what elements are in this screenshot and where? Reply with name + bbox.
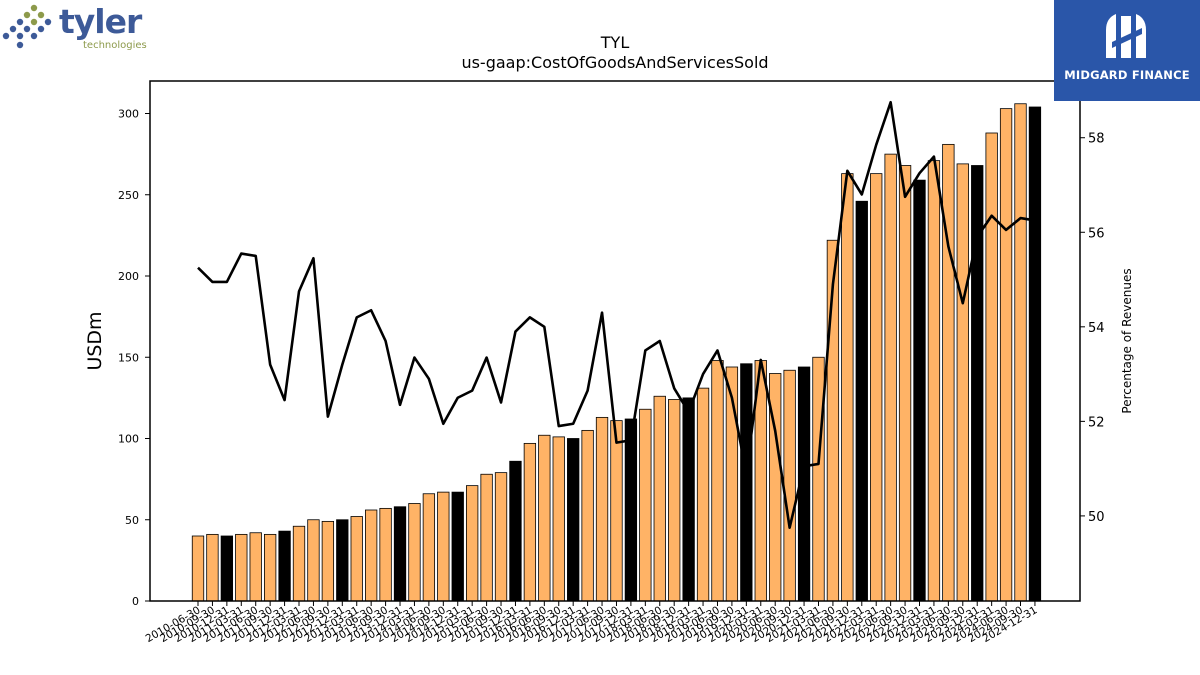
- bar: [624, 418, 638, 602]
- tyler-logo-sub: technologies: [83, 40, 147, 51]
- y-axis-label: USDm: [84, 311, 106, 370]
- line-series: [197, 100, 1036, 530]
- bar: [696, 387, 710, 602]
- y-tick-label: 50: [125, 514, 139, 527]
- tyler-logo-word: tyler: [59, 2, 142, 41]
- bar: [451, 491, 464, 602]
- bar: [1028, 106, 1042, 602]
- y-tick-label: 200: [118, 270, 139, 283]
- y2-axis-label: Percentage of Revenues: [1120, 268, 1134, 413]
- bar: [913, 179, 926, 602]
- y-tick-label: 150: [118, 351, 139, 364]
- bar: [552, 436, 565, 602]
- bar: [263, 533, 277, 602]
- right-axis: 50 52 54 56 58: [1080, 132, 1105, 525]
- bar: [870, 173, 883, 602]
- midgard-finance-logo: MIDGARD FINANCE: [1054, 0, 1200, 101]
- bar: [1014, 103, 1027, 602]
- y2-tick-label: 54: [1088, 321, 1105, 336]
- bar: [350, 516, 363, 602]
- bar: [191, 535, 205, 602]
- bar: [639, 408, 652, 602]
- bar: [740, 363, 753, 602]
- bar: [365, 509, 378, 602]
- bar: [235, 533, 248, 602]
- bar: [595, 416, 609, 602]
- bar: [884, 153, 897, 602]
- bar: [783, 369, 796, 602]
- bar: [480, 473, 493, 602]
- bar: [898, 165, 912, 602]
- bar: [206, 533, 219, 602]
- y-tick-label: 0: [132, 595, 139, 608]
- bar: [220, 535, 234, 602]
- bar: [653, 395, 666, 602]
- bar: [393, 506, 407, 602]
- bar: [422, 493, 436, 602]
- left-axis: 0 50 100 150 200 250 300: [118, 108, 150, 608]
- bar: [855, 200, 868, 602]
- y2-tick-label: 56: [1088, 226, 1105, 241]
- bar: [509, 460, 522, 602]
- bar: [408, 503, 421, 602]
- bar: [307, 519, 320, 602]
- bar: [379, 507, 392, 602]
- bar: [610, 420, 623, 602]
- chart-subtitle: us-gaap:CostOfGoodsAndServicesSold: [461, 53, 768, 72]
- y-tick-label: 300: [118, 108, 139, 121]
- bar: [466, 485, 479, 602]
- x-axis: 2010-06-302010-09-302010-12-312011-03-31…: [144, 601, 1039, 645]
- bar: [956, 163, 969, 602]
- bar: [437, 491, 450, 602]
- y-tick-label: 250: [118, 189, 139, 202]
- bar: [668, 399, 681, 602]
- bar: [682, 397, 695, 602]
- midgard-logo-text: MIDGARD FINANCE: [1064, 68, 1190, 82]
- bar: [292, 525, 306, 602]
- bar: [927, 160, 941, 602]
- bar: [523, 442, 537, 602]
- bar: [538, 434, 551, 602]
- bar: [812, 356, 825, 602]
- bar: [581, 429, 594, 602]
- tyler-logo: tyler technologies: [0, 0, 150, 56]
- bar: [249, 532, 262, 602]
- line-path: [197, 100, 1036, 530]
- bar-group: [191, 103, 1042, 602]
- bar: [985, 132, 998, 602]
- y2-tick-label: 58: [1088, 132, 1105, 147]
- bar: [841, 173, 854, 602]
- y-tick-label: 100: [118, 433, 139, 446]
- plot-frame: [149, 80, 1081, 602]
- midgard-logo-mark-icon: [1106, 14, 1146, 58]
- bar: [711, 360, 724, 602]
- bar: [999, 108, 1013, 602]
- bar: [494, 472, 508, 602]
- chart-title: TYL: [600, 33, 630, 52]
- bar: [278, 530, 291, 602]
- tyler-logo-mark-icon: [2, 4, 52, 49]
- y2-tick-label: 52: [1088, 415, 1105, 430]
- bar: [336, 519, 349, 602]
- bar: [321, 520, 335, 602]
- bar: [942, 143, 955, 602]
- y2-tick-label: 50: [1088, 510, 1105, 525]
- bar: [567, 438, 580, 602]
